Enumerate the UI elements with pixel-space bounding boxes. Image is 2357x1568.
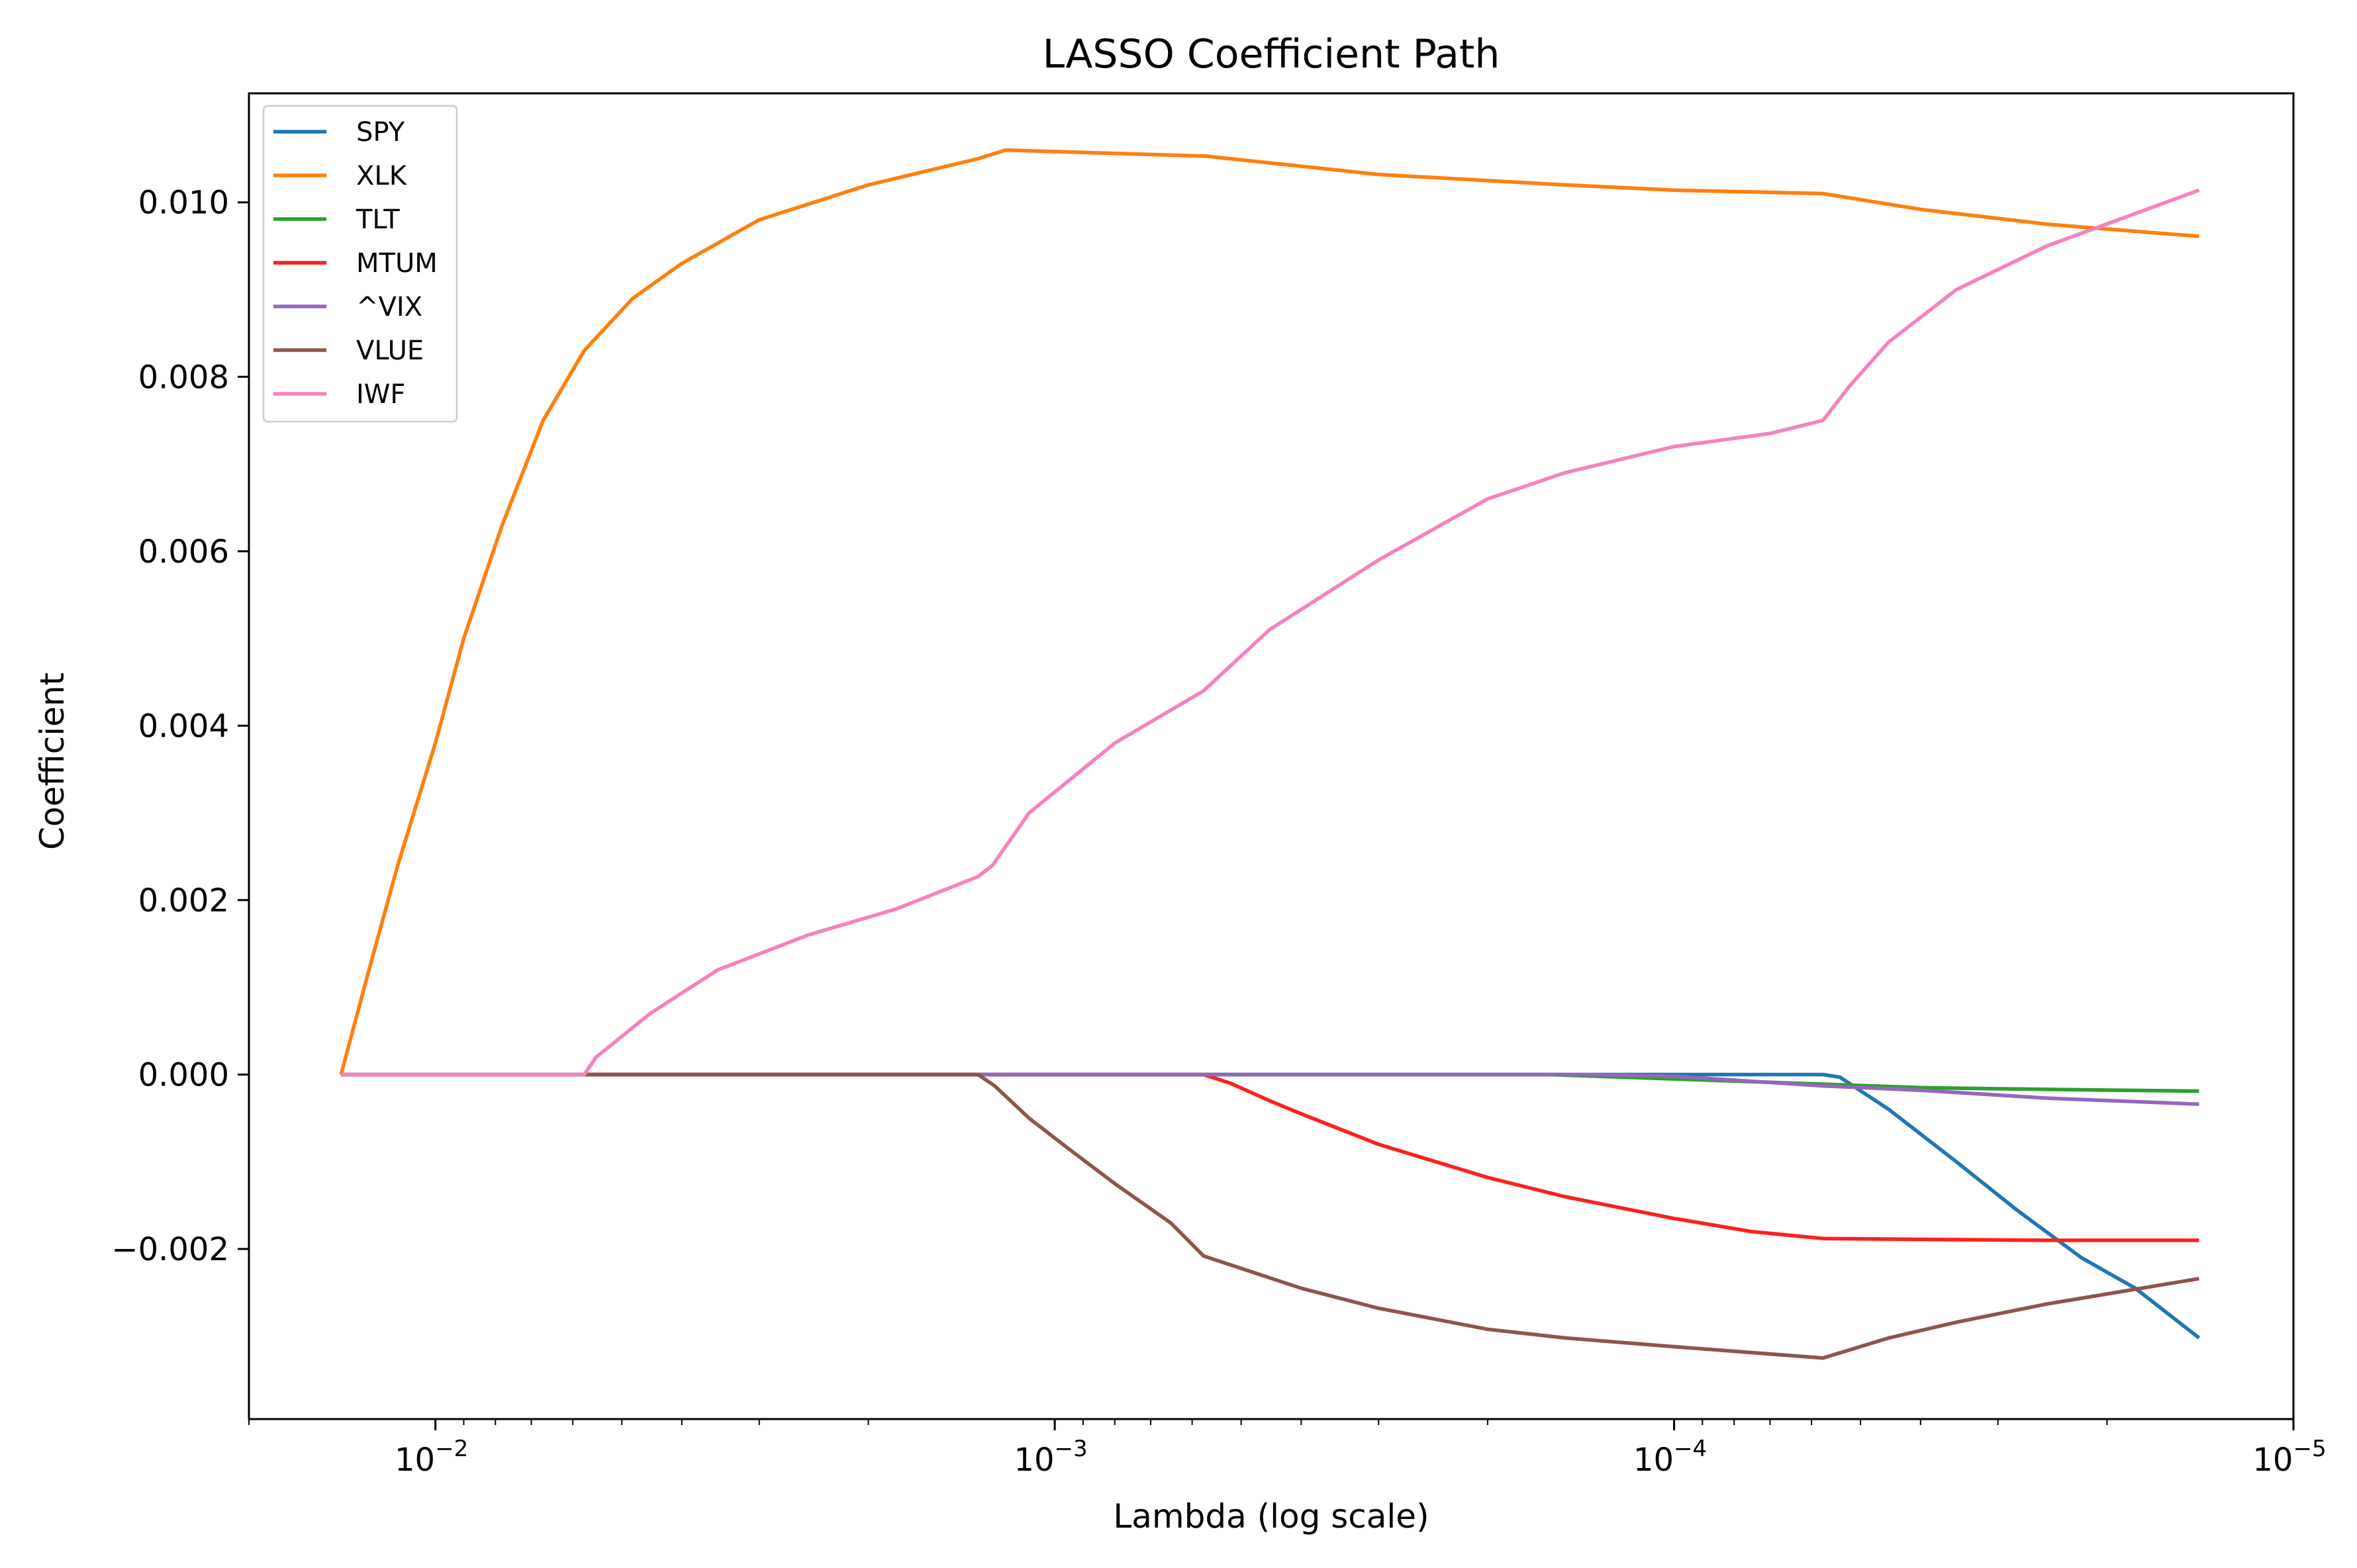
x-tick-label: 10−5 [2252,1436,2326,1479]
legend: SPY XLK TLT MTUM ^VIX VLUE IWF [262,105,458,423]
x-axis-label: Lambda (log scale) [1113,1497,1429,1536]
legend-label: IWF [356,379,405,410]
chart-title: LASSO Coefficient Path [1043,31,1500,77]
series-line-vix [341,1072,2199,1107]
x-tick-label: 10−3 [1014,1436,1087,1479]
y-tick-label: 0.002 [138,882,229,919]
series-line-vlue [341,1072,2199,1360]
y-tick-label: 0.008 [138,359,229,396]
legend-box [262,105,458,423]
legend-label: VLUE [356,336,424,366]
y-axis-ticks: −0.002 0.000 0.002 0.004 0.006 0.008 0.010 [111,185,249,1268]
y-tick-label: 0.006 [138,533,229,571]
legend-label: XLK [356,161,408,191]
legend-label: TLT [356,205,400,235]
y-tick-label: −0.002 [111,1231,229,1268]
series-line-mtum [341,1072,2199,1242]
x-tick-label: 10−2 [395,1436,468,1479]
y-tick-label: 0.010 [138,185,229,222]
x-tick-label: 10−4 [1633,1436,1707,1479]
series-line-xlk [339,148,2199,1076]
plot-frame [248,92,2295,1420]
legend-label: ^VIX [356,292,422,322]
legend-label: MTUM [356,248,438,279]
y-tick-label: 0.000 [138,1056,229,1093]
legend-label: SPY [356,117,405,148]
plot-lines [339,148,2201,1360]
x-axis-ticks: 10−2 10−3 10−4 10−5 [248,1419,2327,1479]
y-tick-label: 0.004 [138,708,229,745]
y-axis-label: Coefficient [33,672,72,850]
series-line-iwf [341,188,2200,1077]
